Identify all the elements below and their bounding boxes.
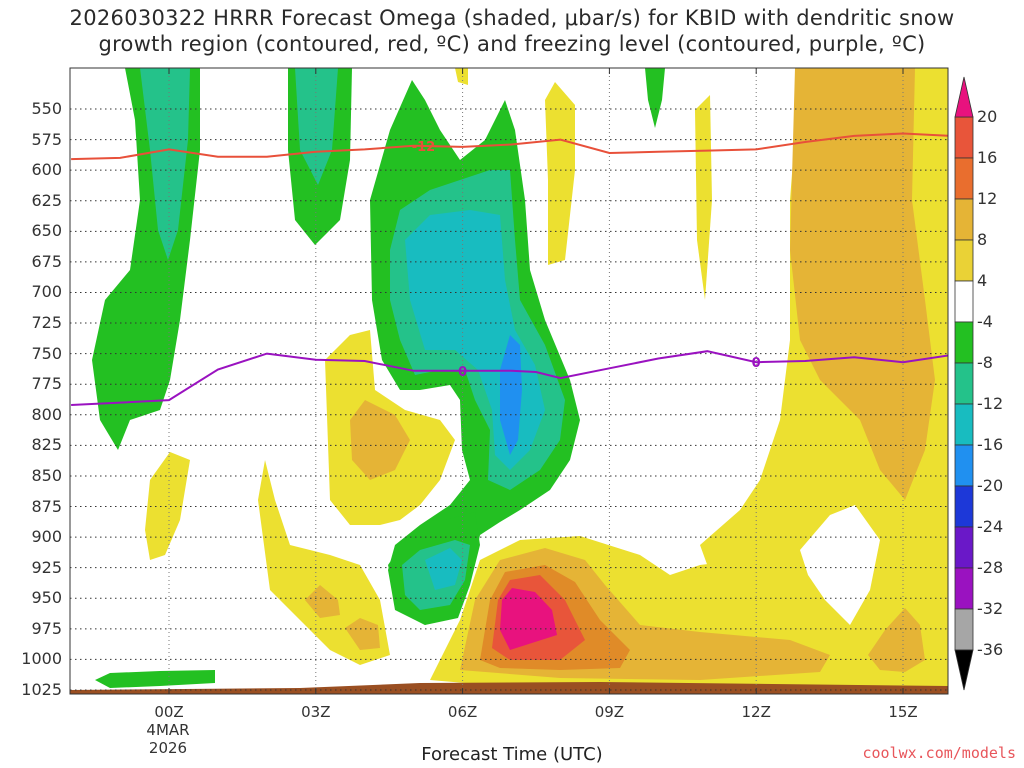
plot-gridlines [70, 68, 948, 694]
colorbar-segment [954, 157, 974, 200]
y-tick-label-1025: 1025 [21, 680, 62, 699]
colorbar-label: 8 [977, 230, 988, 249]
y-tick-label-825: 825 [31, 435, 62, 455]
dgz-contour-label: -12 [412, 140, 436, 155]
freezing-level-contour-label: 0 [752, 356, 761, 371]
colorbar-label: -16 [977, 435, 1004, 454]
colorbar-label: -4 [977, 312, 993, 331]
omega-neg12-region-south [425, 548, 462, 590]
colorbar-segment [954, 444, 974, 487]
y-tick-label-800: 800 [31, 404, 62, 424]
colorbar-label: -24 [977, 517, 1004, 536]
omega-pos8-region-east [790, 68, 935, 500]
colorbar-label: -12 [977, 394, 1004, 413]
colorbar-label: -28 [977, 558, 1004, 577]
y-tick-label-575: 575 [31, 129, 62, 149]
y-tick-label-750: 750 [31, 343, 62, 363]
colorbar-segment [954, 321, 974, 364]
freezing-level-contour-label: 0 [458, 365, 467, 380]
x-tick-label-00Z: 00Z [154, 703, 184, 721]
omega-white-hole-east [800, 505, 880, 625]
x-axis-title: Forecast Time (UTC) [421, 744, 603, 765]
x-tick-label-09Z: 09Z [594, 703, 625, 721]
colorbar-segment [954, 526, 974, 569]
y-tick-label-875: 875 [31, 496, 62, 516]
omega-pos4-region-southwest [258, 460, 390, 665]
y-tick-label-975: 975 [31, 618, 62, 638]
y-tick-label-700: 700 [31, 282, 62, 302]
colorbar-label: -20 [977, 476, 1004, 495]
colorbar-segment [954, 198, 974, 241]
colorbar-label: 4 [977, 271, 988, 290]
y-tick-label-650: 650 [31, 221, 62, 241]
omega-shading: -12 0 0 [70, 68, 948, 694]
y-tick-label-600: 600 [31, 160, 62, 180]
y-tick-label-625: 625 [31, 190, 62, 210]
x-tick-label-15Z: 15Z [888, 703, 918, 721]
terrain-ground [70, 682, 948, 694]
y-tick-label-950: 950 [31, 588, 62, 608]
omega-pos8-region-central [350, 400, 410, 480]
chart-title-line-2: growth region (contoured, red, ºC) and f… [98, 32, 926, 56]
colorbar-segment [954, 239, 974, 282]
omega-pos4-region-west [145, 452, 190, 560]
dgz-contour-line [71, 132, 948, 161]
y-tick-label-1000: 1000 [21, 649, 62, 669]
colorbar-label: 12 [977, 189, 998, 208]
y-tick-label-900: 900 [31, 527, 62, 547]
colorbar-segment [954, 403, 974, 446]
omega-neg16-region-central [500, 335, 522, 455]
omega-pos8-region-southwest [305, 585, 340, 618]
y-tick-label-775: 775 [31, 374, 62, 394]
date-label-month: 4MAR [146, 721, 190, 739]
source-credit[interactable]: coolwx.com/models [862, 744, 1016, 762]
omega-neg4-region-north-east [645, 68, 665, 128]
y-tick-label-925: 925 [31, 557, 62, 577]
y-tick-label-550: 550 [31, 99, 62, 118]
axis-ticks [168, 68, 904, 694]
temperature-contours: -12 0 0 [71, 132, 948, 406]
colorbar-label: 16 [977, 148, 998, 167]
y-tick-label-850: 850 [31, 465, 62, 485]
colorbar-label: -32 [977, 599, 1004, 618]
colorbar-segment [954, 567, 974, 610]
x-tick-label-06Z: 06Z [447, 703, 478, 721]
date-label-year: 2026 [148, 739, 188, 757]
omega-pos4-region-north-2 [695, 95, 712, 300]
chart-title-line-1: 2026030322 HRRR Forecast Omega (shaded, … [69, 6, 955, 30]
omega-neg4-region-surface [95, 670, 215, 688]
colorbar-segment [954, 608, 974, 651]
plot-border [69, 67, 949, 695]
colorbar-min-arrow [954, 649, 974, 691]
omega-pos8-region-southeast [868, 608, 925, 672]
omega-pos20-core [500, 588, 557, 650]
y-tick-label-725: 725 [31, 313, 62, 333]
colorbar-segment [954, 280, 974, 323]
colorbar-segment [954, 485, 974, 528]
omega-pos8-region-southwest-2 [345, 618, 380, 650]
omega-pos4-region-north [545, 82, 575, 265]
freezing-level-contour-line [71, 350, 948, 406]
colorbar-max-arrow [954, 76, 974, 118]
colorbar-segment [954, 116, 974, 159]
colorbar-segment [954, 362, 974, 405]
colorbar-label: -8 [977, 353, 993, 372]
y-tick-label-675: 675 [31, 251, 62, 271]
colorbar [954, 76, 974, 691]
omega-pos4-region-top [455, 68, 468, 85]
colorbar-label: -36 [977, 640, 1004, 659]
omega-neg8-region-northwest [295, 68, 338, 185]
colorbar-label: 20 [977, 107, 998, 126]
omega-neg8-region-west [140, 68, 190, 260]
x-tick-label-03Z: 03Z [301, 703, 331, 721]
x-tick-label-12Z: 12Z [741, 703, 771, 721]
